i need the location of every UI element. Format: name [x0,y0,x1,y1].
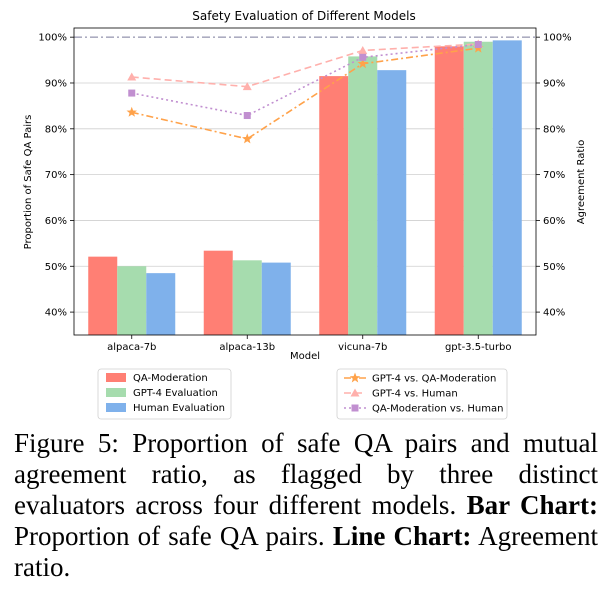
marker-qa-moderation-vs-human [474,40,482,48]
bars [88,40,522,336]
bar-qa-moderation [88,256,118,335]
legend-label: Human Evaluation [133,403,225,414]
bar-human-evaluation [261,262,291,335]
x-tick-label: gpt-3.5-turbo [445,342,512,353]
line-qa-moderation-vs-human [131,43,479,117]
legend-marker [350,388,360,397]
legend-label: GPT-4 vs. QA-Moderation [372,374,496,385]
bar-qa-moderation [434,46,464,335]
legend-swatch [106,403,126,412]
caption-line-text: Agreement ratio. [14,521,599,582]
marker-qa-moderation-vs-human [359,53,367,61]
y-tick-label-right: 80% [543,124,565,135]
marker-qa-moderation-vs-human [243,112,251,120]
y-tick-label-right: 50% [543,262,565,273]
legend-marker [349,372,361,383]
legend-swatch [106,373,126,382]
marker-gpt-4-vs-qa-moderation [126,106,137,117]
x-ticks: alpaca-7b alpaca-13b vicuna-7b gpt-3.5-turb… [107,335,512,353]
bar-human-evaluation [377,70,407,336]
legend-label: QA-Moderation [133,373,208,384]
caption-bar-text: Proportion of safe QA pairs. [14,521,325,551]
y-tick-label: 80% [45,124,67,135]
caption-bar-label: Bar Chart: [466,490,598,520]
grid-lines [74,36,536,313]
plot-frame [73,27,537,336]
x-tick-label: alpaca-13b [219,342,275,353]
legend-label: GPT-4 Evaluation [133,388,218,399]
agreement-lines [126,39,484,144]
marker-gpt-4-vs-qa-moderation [242,133,253,144]
bar-gpt-4-evaluation [348,56,378,335]
legend-frame [97,368,232,420]
marker-gpt-4-vs-human [358,45,368,54]
x-axis-label: Model [290,351,320,362]
marker-gpt-4-vs-human [242,82,252,91]
y-tick-label-right: 100% [543,33,572,44]
marker-gpt-4-vs-qa-moderation [357,58,368,69]
y-axis-label: Proportion of Safe QA Pairs [23,115,34,250]
caption-line-label: Line Chart: [332,521,472,551]
x-tick-label: alpaca-7b [107,342,156,353]
y-tick-label: 70% [45,170,67,181]
y-tick-label-right: 70% [543,170,565,181]
y-tick-label: 40% [45,308,67,319]
legend-label: QA-Moderation vs. Human [372,404,503,415]
bar-qa-moderation [319,76,349,335]
bar-human-evaluation [492,40,522,335]
y-ticks: 40% 40% 50% 50% 60% 60% 70% 70% 80% 80% 90% 90% 100%… [38,33,571,319]
legend-bars: QA-Moderation GPT-4 Evaluation Human Evalu… [97,368,232,420]
legend-frame [336,368,508,420]
x-tick-label: vicuna-7b [338,342,387,353]
y-tick-label-right: 90% [543,78,565,89]
y-tick-label: 100% [38,33,67,44]
bar-qa-moderation [203,250,233,335]
figure-caption: Figure 5: Proportion of safe QA pairs an… [14,428,598,583]
y-tick-label-right: 40% [543,308,565,319]
safety-chart: Safety Evaluation of Different Models 40… [23,9,587,420]
bar-gpt-4-evaluation [232,260,262,335]
marker-qa-moderation-vs-human [128,89,136,97]
legend-swatch [106,388,126,397]
bar-gpt-4-evaluation [117,266,147,335]
bar-human-evaluation [146,273,176,335]
line-gpt-4-vs-qa-moderation [131,47,479,140]
chart-title: Safety Evaluation of Different Models [192,9,415,23]
caption-text: Proportion of safe QA pairs and mutual a… [14,428,599,520]
y-tick-label: 50% [45,262,67,273]
y-tick-label: 90% [45,78,67,89]
legend-marker [351,404,359,412]
y-tick-label-right: 60% [543,216,565,227]
y-axis-label-right: Agreement Ratio [576,140,587,224]
marker-gpt-4-vs-human [127,72,137,81]
line-gpt-4-vs-human [131,43,479,88]
legend-label: GPT-4 vs. Human [372,389,458,400]
caption-label: Figure 5: [14,428,119,458]
bar-gpt-4-evaluation [463,41,493,335]
y-tick-label: 60% [45,216,67,227]
legend-lines: GPT-4 vs. QA-Moderation GPT-4 vs. Human QA… [336,368,508,420]
